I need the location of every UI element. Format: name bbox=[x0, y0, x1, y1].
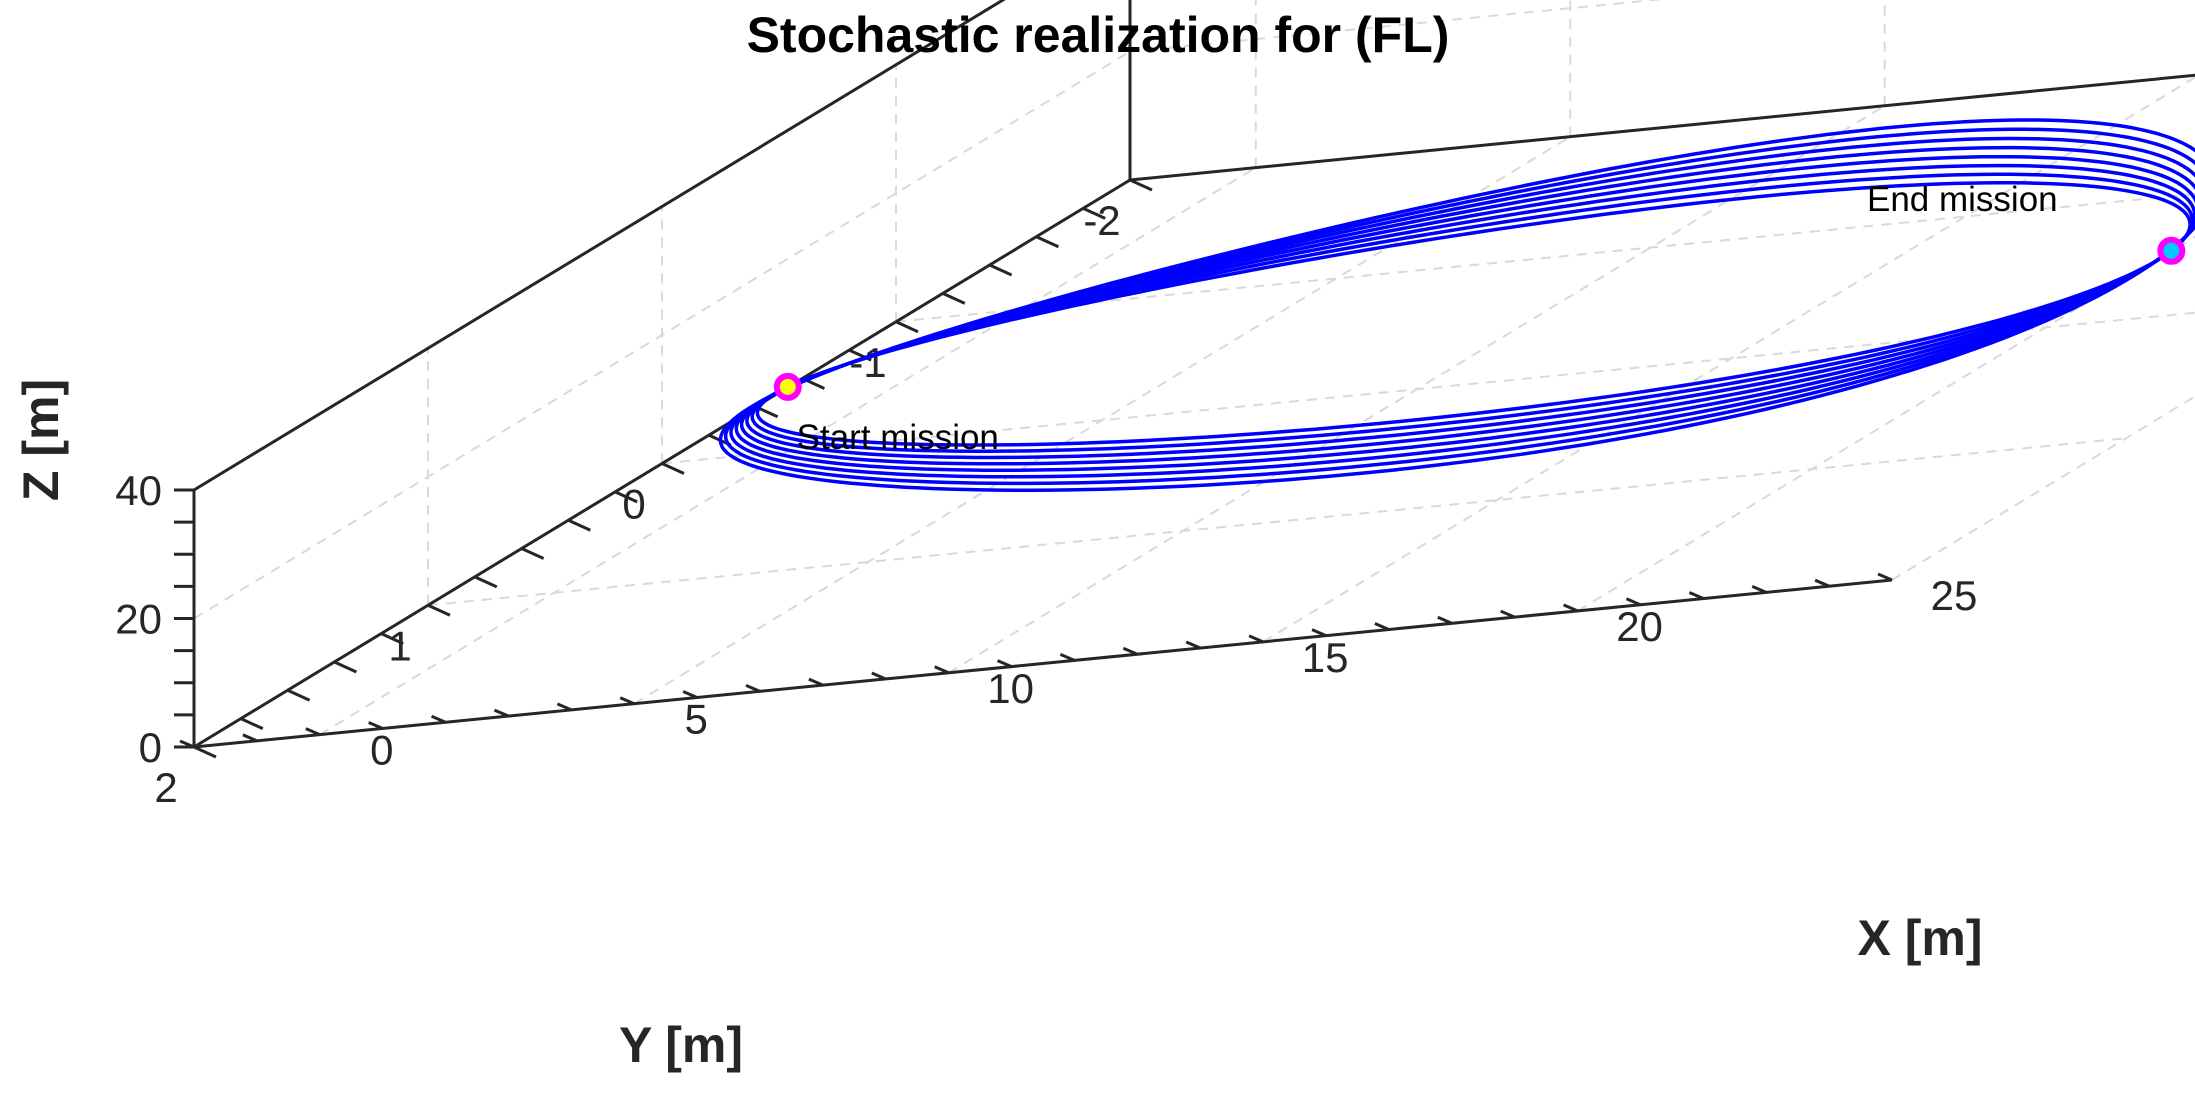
y-tick-mark bbox=[567, 518, 592, 532]
y-tick-mark bbox=[380, 632, 404, 645]
x-tick-mark bbox=[871, 671, 887, 681]
x-tick-label: 10 bbox=[987, 665, 1034, 712]
z-axis-label: Z [m] bbox=[13, 379, 69, 501]
x-tick-label: 25 bbox=[1931, 572, 1978, 619]
x-tick-mark bbox=[1248, 634, 1264, 644]
y-tick-mark bbox=[520, 547, 545, 560]
start-marker bbox=[773, 372, 802, 401]
y-tick-mark bbox=[988, 263, 1013, 277]
x-tick-mark bbox=[934, 665, 950, 675]
marker-layer: Start mission End mission bbox=[773, 180, 2186, 457]
y-tick-mark bbox=[1035, 235, 1060, 249]
y-tick-label: 2 bbox=[154, 764, 177, 811]
y-tick-label: 1 bbox=[388, 622, 411, 669]
x-tick-mark bbox=[1185, 640, 1201, 650]
end-annotation: End mission bbox=[1867, 180, 2058, 219]
grid-line-floor-x bbox=[1891, 395, 2195, 581]
x-tick-mark bbox=[1814, 578, 1830, 588]
x-tick-label: 5 bbox=[685, 696, 708, 743]
x-tick-mark bbox=[430, 714, 447, 724]
x-tick-mark bbox=[619, 696, 635, 706]
z-tick-label: 40 bbox=[115, 467, 162, 514]
x-tick-mark bbox=[1625, 597, 1642, 607]
axis-edge-x-back-floor bbox=[1129, 73, 2195, 182]
y-tick-mark bbox=[1129, 178, 1153, 192]
axes-box bbox=[192, 0, 2195, 749]
grid-line-floor-y bbox=[895, 192, 2195, 323]
end-marker bbox=[2157, 236, 2186, 265]
x-axis-label: X [m] bbox=[1858, 910, 1983, 966]
x-tick-label: 0 bbox=[370, 727, 393, 774]
x-tick-mark bbox=[1751, 584, 1767, 594]
y-tick-mark bbox=[427, 603, 451, 617]
y-axis-label: Y [m] bbox=[619, 1017, 743, 1073]
x-tick-mark bbox=[1122, 646, 1138, 656]
x-tick-mark bbox=[1059, 653, 1076, 662]
x-tick-mark bbox=[1877, 572, 1893, 582]
x-tick-mark bbox=[1437, 615, 1453, 625]
y-tick-mark bbox=[895, 320, 919, 334]
x-tick-mark bbox=[808, 677, 824, 687]
x-tick-mark bbox=[1500, 609, 1516, 619]
y-tick-mark bbox=[614, 490, 638, 504]
y-tick-mark bbox=[193, 745, 217, 759]
chart-title: Stochastic realization for (FL) bbox=[747, 7, 1450, 63]
y-tick-mark bbox=[661, 462, 685, 475]
x-tick-mark bbox=[1374, 622, 1390, 631]
x-tick-mark bbox=[682, 690, 698, 699]
x-tick-mark bbox=[1562, 603, 1579, 613]
x-tick-mark bbox=[996, 659, 1013, 668]
x-tick-mark bbox=[242, 733, 258, 743]
axis-edge-y-top bbox=[193, 0, 1006, 492]
grid-line-floor-y bbox=[661, 311, 2195, 465]
y-tick-label: -2 bbox=[1083, 197, 1120, 244]
y-tick-mark bbox=[286, 688, 311, 702]
z-tick-label: 20 bbox=[115, 596, 162, 643]
x-tick-mark bbox=[1311, 628, 1327, 638]
axis-edge-x-front bbox=[193, 578, 1893, 749]
grid-line-floor-x bbox=[633, 135, 1571, 705]
x-tick-mark bbox=[556, 702, 572, 712]
grid-line-floor-y bbox=[427, 437, 2127, 607]
x-tick-mark bbox=[745, 683, 761, 693]
y-tick-mark bbox=[474, 575, 498, 589]
y-tick-mark bbox=[240, 717, 264, 731]
x-tick-mark bbox=[493, 708, 510, 718]
y-tick-mark bbox=[333, 660, 358, 674]
z-tick-label: 0 bbox=[139, 724, 162, 771]
x-tick-label: 15 bbox=[1302, 634, 1349, 681]
x-tick-mark bbox=[305, 727, 321, 737]
grid-line-side-z bbox=[193, 50, 1131, 620]
x-tick-mark bbox=[368, 721, 384, 730]
y-tick-mark bbox=[1082, 206, 1106, 220]
x-tick-label: 20 bbox=[1616, 603, 1663, 650]
x-tick-mark bbox=[1688, 591, 1704, 600]
y-tick-mark bbox=[942, 292, 966, 305]
start-annotation: Start mission bbox=[797, 418, 999, 457]
y-tick-label: 0 bbox=[622, 481, 645, 528]
grid-line-floor-x bbox=[1262, 76, 2195, 643]
